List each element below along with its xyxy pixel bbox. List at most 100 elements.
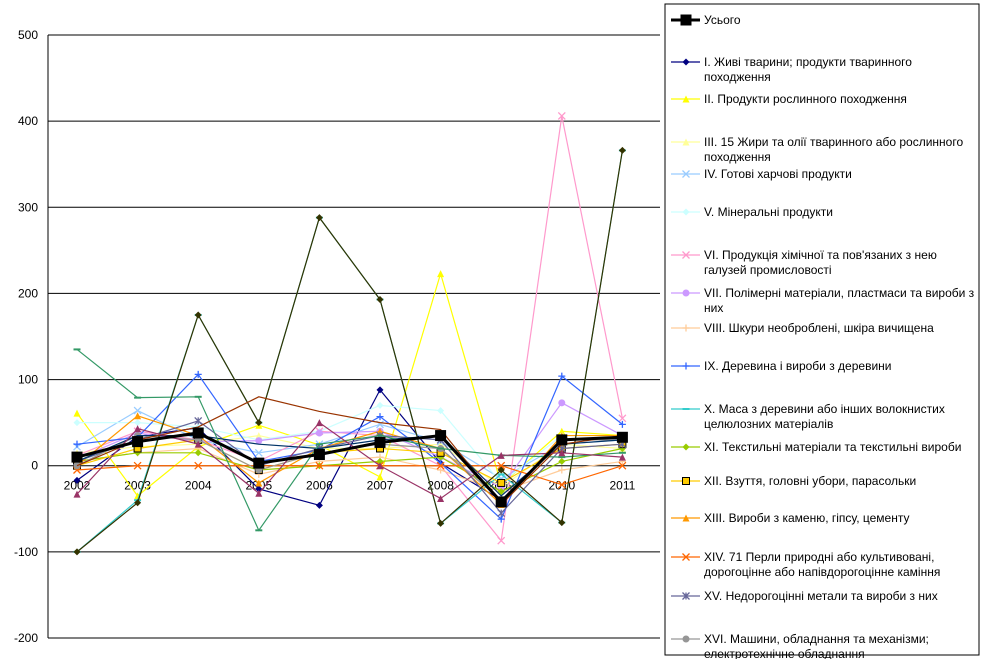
legend-marker <box>680 14 692 26</box>
data-point <box>558 457 566 465</box>
legend: Усього I. Живі тварини; продукти тваринно… <box>671 13 975 659</box>
data-point <box>73 476 81 484</box>
data-point <box>134 412 142 420</box>
data-point <box>557 480 566 489</box>
data-point <box>497 451 505 459</box>
series-11 <box>73 444 626 496</box>
data-point <box>192 427 204 439</box>
data-point <box>134 419 142 427</box>
data-point <box>618 146 626 154</box>
data-point <box>132 436 144 448</box>
data-point <box>556 434 568 446</box>
data-point <box>558 399 566 407</box>
legend-marker <box>682 138 690 146</box>
legend-label: XIII. Вироби з каменю, гіпсу, цементу <box>704 511 909 525</box>
series-20 <box>76 396 623 506</box>
data-point <box>497 478 506 487</box>
legend-box <box>664 3 980 656</box>
legend-label: XIV. 71 Перли природні або культивовані,… <box>704 550 940 579</box>
series-line <box>76 465 623 486</box>
legend-item: III. 15 Жири та олії тваринного або росл… <box>671 135 963 164</box>
data-point <box>376 295 384 303</box>
legend-item: IV. Готові харчові продукти <box>671 167 852 181</box>
gridlines <box>47 34 660 639</box>
legend-marker <box>682 170 690 178</box>
y-tick-label: 300 <box>18 200 38 214</box>
data-point <box>313 449 325 461</box>
data-point <box>194 449 202 457</box>
y-tick-label: 100 <box>18 373 38 387</box>
data-point <box>437 466 445 474</box>
series-18 <box>73 348 626 532</box>
legend-label: XII. Взуття, головні убори, парасольки <box>704 474 916 488</box>
data-point <box>134 499 142 507</box>
x-tick-label: 2007 <box>367 479 394 493</box>
data-point <box>376 401 384 409</box>
data-point <box>376 462 384 470</box>
legend-label: XVI. Машини, обладнання та механізми; еле… <box>704 632 929 659</box>
data-point <box>315 461 324 470</box>
x-tick-label: 2008 <box>427 479 454 493</box>
y-tick-label: 200 <box>18 286 38 300</box>
data-point <box>558 519 566 527</box>
legend-marker <box>682 443 690 451</box>
x-tick-label: 2006 <box>306 479 333 493</box>
data-point <box>194 461 203 470</box>
legend-marker <box>682 362 690 370</box>
series-line <box>76 447 623 493</box>
series-19 <box>73 146 626 556</box>
data-point <box>315 501 323 509</box>
legend-item: XIV. 71 Перли природні або культивовані,… <box>671 550 940 579</box>
y-axis-tick-labels: -200 -100 0 100 200 300 400 500 <box>14 28 38 645</box>
data-point <box>558 372 566 380</box>
legend-item: II. Продукти рослинного походження <box>671 92 907 106</box>
data-point <box>376 386 384 394</box>
series-line <box>76 348 623 532</box>
series-line <box>76 447 623 493</box>
legend-item: IX. Деревина і вироби з деревини <box>671 359 891 373</box>
data-point <box>133 406 142 415</box>
series-line <box>76 150 623 553</box>
data-point <box>134 425 142 433</box>
data-point <box>376 413 384 421</box>
series-0 <box>71 427 628 508</box>
legend-label: X. Маса з деревини або інших волокнистих… <box>704 402 945 431</box>
legend-label: I. Живі тварини; продукти тваринного похо… <box>704 55 912 84</box>
data-point <box>255 437 263 445</box>
data-point <box>315 214 323 222</box>
series-line <box>76 420 623 514</box>
legend-label: XI. Текстильні матеріали та текстильні в… <box>704 440 961 454</box>
legend-label: VI. Продукція хімічної та пов'язаних з н… <box>704 248 937 277</box>
data-point <box>73 548 81 556</box>
series-2 <box>73 270 626 500</box>
data-point <box>194 311 202 319</box>
data-point <box>558 466 566 474</box>
legend-marker <box>682 95 690 103</box>
legend-marker <box>682 58 690 66</box>
legend-item: XIII. Вироби з каменю, гіпсу, цементу <box>671 511 909 525</box>
data-point <box>255 489 263 497</box>
data-point <box>497 466 505 474</box>
series-line <box>76 271 623 497</box>
legend-marker <box>682 251 690 259</box>
data-point <box>497 509 506 518</box>
x-tick-label: 2002 <box>64 479 91 493</box>
legend-label: IV. Готові харчові продукти <box>704 167 852 181</box>
y-tick-label: -200 <box>14 631 38 645</box>
data-point <box>254 448 263 457</box>
legend-marker <box>682 477 690 485</box>
y-tick-label: 400 <box>18 114 38 128</box>
series-10 <box>73 149 626 553</box>
x-tick-label: 2003 <box>124 479 151 493</box>
legend-item: XV. Недорогоцінні метали та вироби з них <box>671 589 938 603</box>
data-point <box>255 432 263 440</box>
series-line <box>76 150 623 553</box>
legend-marker <box>682 635 690 643</box>
data-point <box>437 270 445 278</box>
data-point <box>618 420 626 428</box>
series-lines <box>71 112 628 556</box>
legend-label: III. 15 Жири та олії тваринного або росл… <box>704 135 963 164</box>
x-tick-label: 2011 <box>609 479 635 493</box>
data-point <box>437 407 445 415</box>
